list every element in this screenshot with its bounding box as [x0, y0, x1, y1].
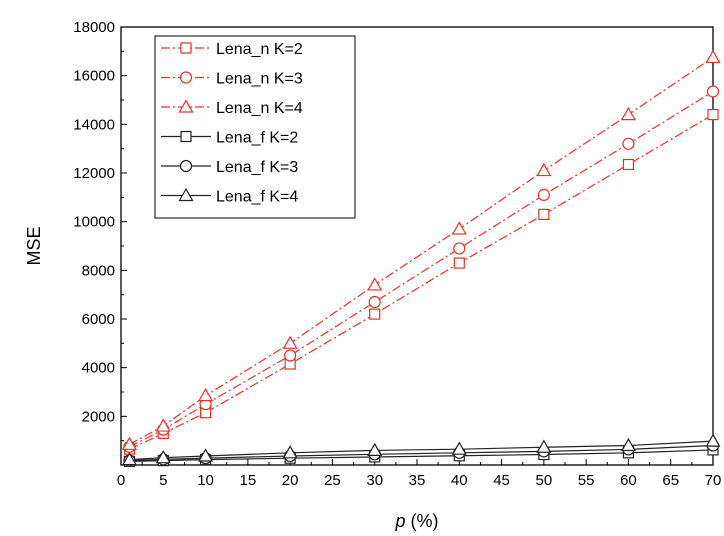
y-tick-label: 12000 [73, 165, 115, 182]
series-1-point [622, 158, 635, 171]
x-tick-label: 5 [159, 472, 167, 489]
series-1-point [538, 208, 550, 220]
y-tick-label: 16000 [73, 68, 115, 85]
x-tick-label: 60 [620, 472, 637, 489]
series-6-point [155, 449, 171, 464]
x-tick-label: 65 [662, 472, 679, 489]
x-tick-label: 50 [536, 472, 553, 489]
series-3-point [282, 335, 298, 349]
series-1-point [707, 108, 719, 121]
y-tick-label: 4000 [82, 360, 115, 377]
legend-label: Lena_n K=2 [216, 41, 303, 58]
legend: Lena_n K=2 Lena_n K=3 Lena_n K=4 Lena_f K=2… [154, 35, 356, 219]
series-6-point [451, 441, 467, 455]
series-3-point [367, 277, 383, 291]
x-tick-label: 25 [324, 472, 341, 489]
series-6-point [620, 437, 636, 452]
x-tick-label: 15 [240, 472, 257, 489]
y-tick-label: 10000 [73, 214, 115, 231]
x-tick-label: 55 [578, 472, 595, 489]
series-3-point [155, 418, 171, 432]
axis-ticks: 0 5 10 15 20 25 30 35 40 45 50 55 60 65 70 2000 4000 6000… [73, 19, 721, 489]
x-tick-label: 30 [366, 472, 383, 489]
x-tick-label: 0 [117, 472, 125, 489]
x-tick-label: 40 [451, 472, 468, 489]
series-6-point [121, 451, 137, 466]
legend-label: Lena_n K=4 [216, 100, 303, 117]
legend-marker [180, 42, 192, 54]
series-3-point [451, 221, 467, 235]
legend-label: Lena_n K=3 [216, 71, 303, 88]
series-3-point [620, 106, 636, 121]
x-axis-var: p [394, 511, 405, 531]
legend-frame [154, 35, 356, 219]
y-tick-label: 18000 [73, 19, 115, 36]
series-6-point [367, 442, 383, 456]
series-1-point [369, 308, 381, 320]
series-markers [121, 49, 721, 467]
series-2-point [537, 188, 550, 201]
y-tick-label: 14000 [73, 116, 115, 133]
series-2-point [622, 137, 635, 150]
series-2-point [706, 85, 720, 98]
series-3-point [705, 49, 721, 64]
legend-label: Lena_f K=2 [216, 130, 298, 147]
series-3-point [536, 162, 552, 177]
series-2-point [368, 295, 381, 309]
legend-marker [179, 71, 193, 84]
series-3-point [198, 387, 214, 402]
x-axis-title: p (%) [394, 511, 438, 531]
x-tick-label: 35 [409, 472, 426, 489]
legend-marker [178, 187, 194, 202]
legend-marker [178, 99, 194, 113]
x-tick-label: 70 [705, 472, 722, 489]
series-2-point [284, 349, 297, 362]
x-tick-label: 10 [197, 472, 214, 489]
x-tick-label: 20 [282, 472, 299, 489]
y-axis-title: MSE [24, 226, 44, 265]
legend-label: Lena_f K=3 [216, 159, 298, 176]
y-tick-label: 8000 [82, 262, 115, 279]
series-6-point [705, 433, 721, 447]
series-2-point [453, 242, 466, 255]
series-6-point [198, 448, 214, 462]
series-3-point [121, 436, 137, 450]
y-tick-label: 6000 [82, 311, 115, 328]
y-tick-label: 2000 [82, 408, 115, 425]
legend-label: Lena_f K=4 [216, 189, 298, 206]
legend-marker [180, 130, 192, 143]
x-axis-unit: (%) [406, 511, 439, 531]
series-6-point [536, 439, 552, 453]
series-1-point [453, 257, 465, 269]
series-6-point [282, 445, 298, 459]
x-tick-label: 45 [493, 472, 510, 489]
legend-marker [179, 159, 193, 173]
